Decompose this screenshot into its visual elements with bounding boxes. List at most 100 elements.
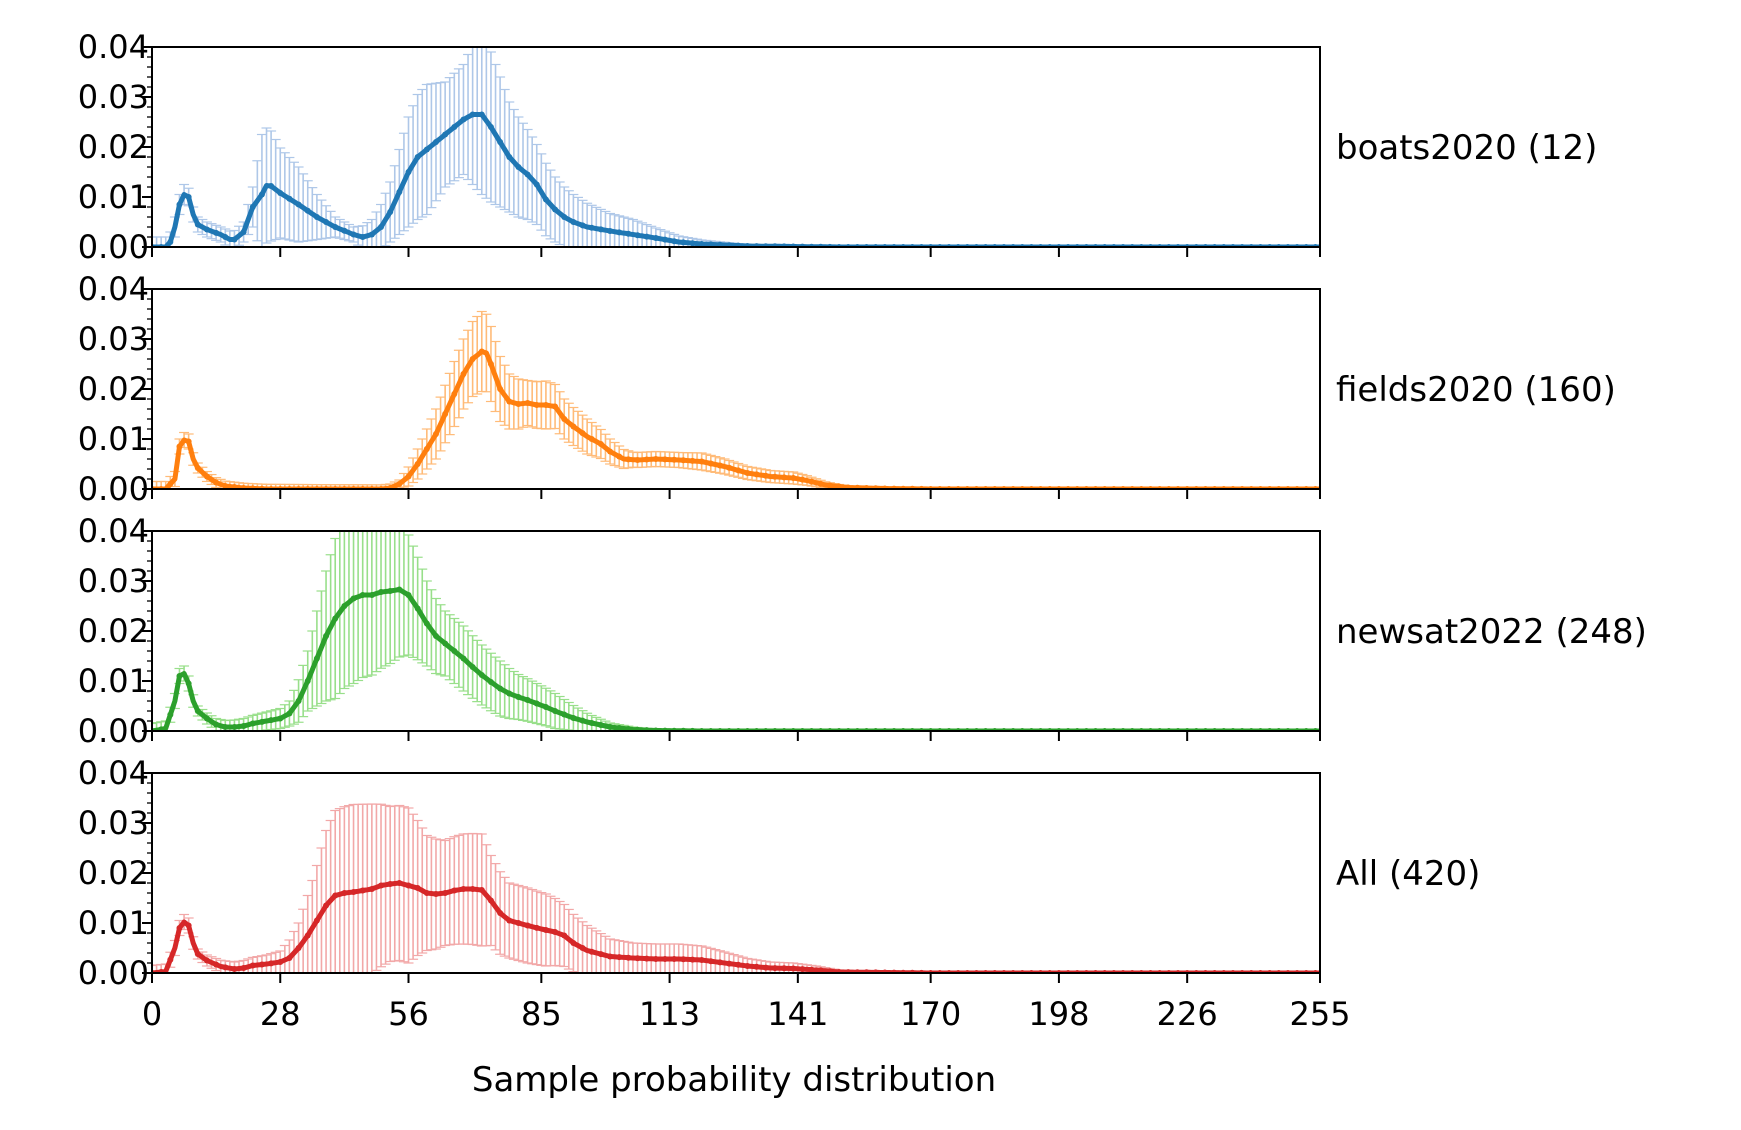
data-point [762,472,769,479]
data-point [524,697,531,703]
data-point [607,953,614,960]
data-point [295,698,302,704]
data-point [634,955,641,962]
data-point [643,955,650,962]
data-point [588,436,595,442]
data-point [286,195,293,202]
data-point [652,956,659,962]
panel-0: 0.00 0.01 0.02 0.03 0.04 boats2020 (12) [78,28,1598,266]
data-point [579,430,586,437]
data-point [561,711,568,718]
data-point [506,690,513,697]
data-point [231,236,238,243]
data-point [405,473,412,480]
data-point [753,963,760,970]
data-point [698,458,705,465]
y-tick-label: 0.03 [78,804,149,842]
x-tick-label: 56 [388,995,429,1033]
data-point [662,956,669,962]
data-point [597,441,604,447]
data-point [341,890,348,896]
data-point [799,476,806,483]
x-tick-label: 0 [142,995,162,1033]
data-point [634,457,641,463]
data-point [625,456,632,463]
data-point [607,448,614,455]
data-point [707,958,714,965]
data-point [213,721,220,728]
data-point [249,204,256,210]
data-point [662,236,669,243]
error-bars-1 [152,310,932,489]
data-point [167,711,174,718]
data-point [442,890,449,896]
data-point [680,956,687,963]
data-point [726,242,733,247]
data-point [313,214,320,220]
panel-label: boats2020 (12) [1336,128,1597,168]
data-point [396,481,403,487]
data-point [836,483,843,489]
panel-2: 0.00 0.01 0.02 0.03 0.04 newsat2022 (248) [78,512,1647,750]
data-point [762,964,769,971]
data-point [231,484,238,489]
y-tick-label: 0.01 [78,904,149,942]
data-point [497,386,504,392]
panel-frame [151,46,1321,248]
data-point [405,169,412,175]
panel-label: All (420) [1336,854,1480,894]
x-tick-label: 28 [260,995,301,1033]
data-point [680,239,687,246]
data-point [735,242,742,247]
y-tick-label: 0.00 [78,712,149,750]
data-point [552,708,559,714]
data-point [597,951,604,958]
data-point [286,955,293,961]
data-point [277,190,284,196]
y-tick-label: 0.01 [78,420,149,458]
error-bars-0 [152,47,886,247]
data-point [387,209,394,215]
data-point [203,957,210,964]
data-point [716,241,723,247]
data-point [533,181,540,188]
data-point [414,885,421,891]
data-point [808,966,815,973]
y-tick-label: 0.02 [78,128,149,166]
data-point [423,620,430,627]
data-point [753,471,760,478]
data-point [286,710,293,717]
data-point [258,718,265,725]
data-point [304,207,311,214]
data-point [652,456,659,462]
data-point [332,224,339,230]
x-axis-title: Sample probability distribution [472,1060,996,1100]
data-point [588,224,595,231]
data-point [460,655,467,662]
y-tick-label: 0.02 [78,854,149,892]
data-point [561,932,568,939]
data-point [295,201,302,208]
y-tick-label: 0.00 [78,954,149,992]
data-point [231,724,238,730]
data-point [332,892,339,899]
y-tick-label: 0.04 [78,512,149,550]
data-point [194,951,201,957]
data-point [552,206,559,213]
data-point [478,111,485,118]
data-point [487,124,494,130]
data-point [313,917,320,924]
x-axis: 0 28 56 85 113 141 170 198 226 255 [142,995,1351,1033]
data-point [497,685,504,692]
data-point [579,717,586,724]
data-point [231,966,238,972]
data-point [350,231,357,238]
data-point [304,678,311,684]
y-tick-label: 0.00 [78,228,149,266]
data-point [277,715,284,722]
data-point [350,595,357,602]
data-point [570,715,577,721]
data-point [451,391,458,397]
data-point [588,948,595,955]
data-point [607,228,614,234]
